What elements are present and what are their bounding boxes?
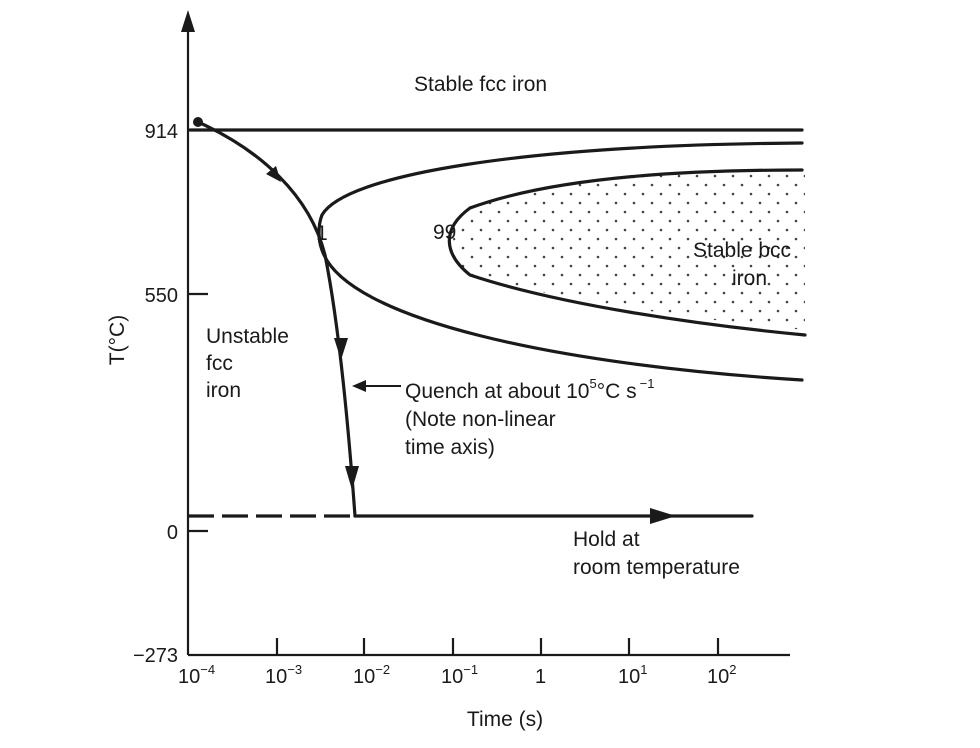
x-tick-label-1e-1: 10−1 xyxy=(441,662,478,688)
x-tick-label-1e-3: 10−3 xyxy=(265,662,302,688)
y-tick-label-914: 914 xyxy=(145,121,178,143)
label-unstable-fcc-2: fcc xyxy=(206,352,233,375)
hold-arrow xyxy=(650,508,676,524)
y-tick-label-minus273: −273 xyxy=(133,645,178,667)
y-tick-0: 0 xyxy=(167,522,208,544)
quench-arrow-2 xyxy=(334,338,348,360)
hold-label-1: Hold at xyxy=(573,528,640,551)
label-unstable-fcc-1: Unstable xyxy=(206,325,289,348)
x-tick-label-1e-4: 10−4 xyxy=(178,662,215,688)
curve-label-99: 99 xyxy=(433,221,456,244)
x-axis-label: Time (s) xyxy=(467,708,543,731)
x-tick-label-1e2: 102 xyxy=(707,662,736,688)
curve-label-1: 1 xyxy=(316,222,328,245)
x-tick-label-1e-2: 10−2 xyxy=(353,662,390,688)
hold-label-2: room temperature xyxy=(573,556,740,579)
quench-arrow-3 xyxy=(345,466,359,490)
y-tick-label-0: 0 xyxy=(167,522,178,544)
stable-bcc-region xyxy=(452,170,805,330)
label-unstable-fcc-3: iron xyxy=(206,379,241,402)
x-tick-label-1e1: 101 xyxy=(618,662,647,688)
y-axis-arrowhead xyxy=(181,10,195,32)
curve-99-percent xyxy=(447,168,807,337)
curve-1-percent xyxy=(320,141,804,382)
quench-arrow-1 xyxy=(266,166,281,182)
label-stable-bcc-2: iron xyxy=(732,267,767,290)
y-tick-label-550: 550 xyxy=(145,285,178,307)
y-axis-label: T(°C) xyxy=(106,315,129,365)
quench-curve xyxy=(196,120,357,518)
label-stable-fcc: Stable fcc iron xyxy=(414,73,547,96)
y-tick-550: 550 xyxy=(145,285,208,307)
quench-pointer-head xyxy=(352,380,366,392)
quench-note-2: time axis) xyxy=(405,436,495,459)
x-ticks xyxy=(275,638,720,655)
label-stable-bcc-1: Stable bcc xyxy=(693,239,791,262)
quench-label: Quench at about 105°C s −1 xyxy=(405,376,654,403)
quench-note-1: (Note non-linear xyxy=(405,408,556,431)
x-tick-label-1: 1 xyxy=(535,666,546,688)
